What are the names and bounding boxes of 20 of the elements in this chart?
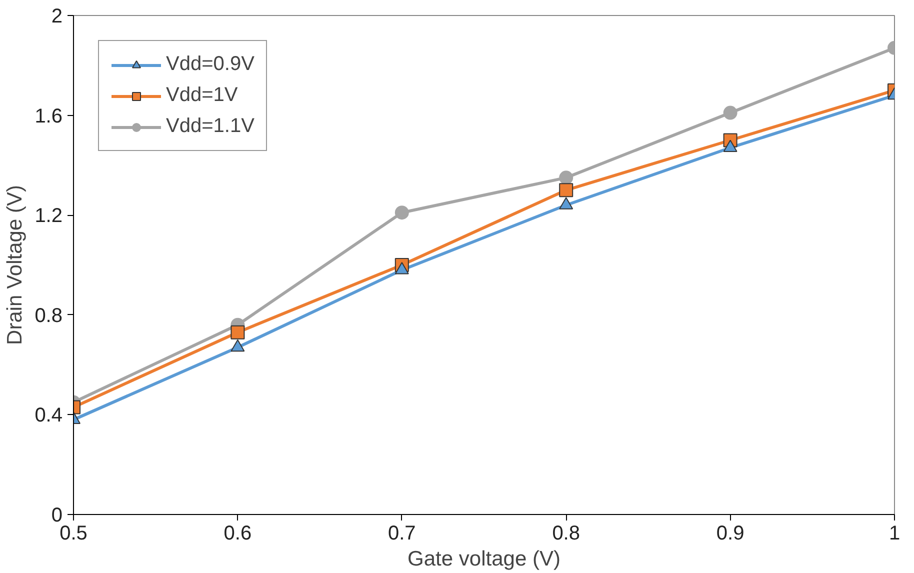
y-tick-label: 0 — [51, 504, 62, 526]
y-axis-title: Drain Voltage (V) — [4, 185, 27, 345]
x-tick-label: 0.9 — [716, 522, 744, 544]
x-tick-label: 0.5 — [60, 522, 88, 544]
x-axis-title: Gate voltage (V) — [408, 548, 560, 570]
x-tick-label: 1 — [888, 522, 900, 544]
point — [394, 206, 409, 220]
y-tick-label: 0.4 — [34, 404, 63, 427]
point — [559, 183, 574, 198]
legend-label: Vdd=1V — [166, 84, 238, 107]
y-tick-label: 0.8 — [34, 304, 63, 327]
legend-label: Vdd=0.9V — [166, 53, 254, 76]
x-tick-label: 0.7 — [388, 522, 416, 544]
x-tick-label: 0.6 — [224, 522, 252, 544]
x-tick-label: 0.8 — [552, 522, 580, 544]
y-tick-label: 1.2 — [34, 205, 63, 228]
y-tick-label: 1.6 — [34, 105, 63, 128]
y-tick-label: 2 — [51, 6, 62, 28]
legend-label: Vdd=1.1V — [166, 115, 254, 138]
point — [559, 170, 574, 185]
